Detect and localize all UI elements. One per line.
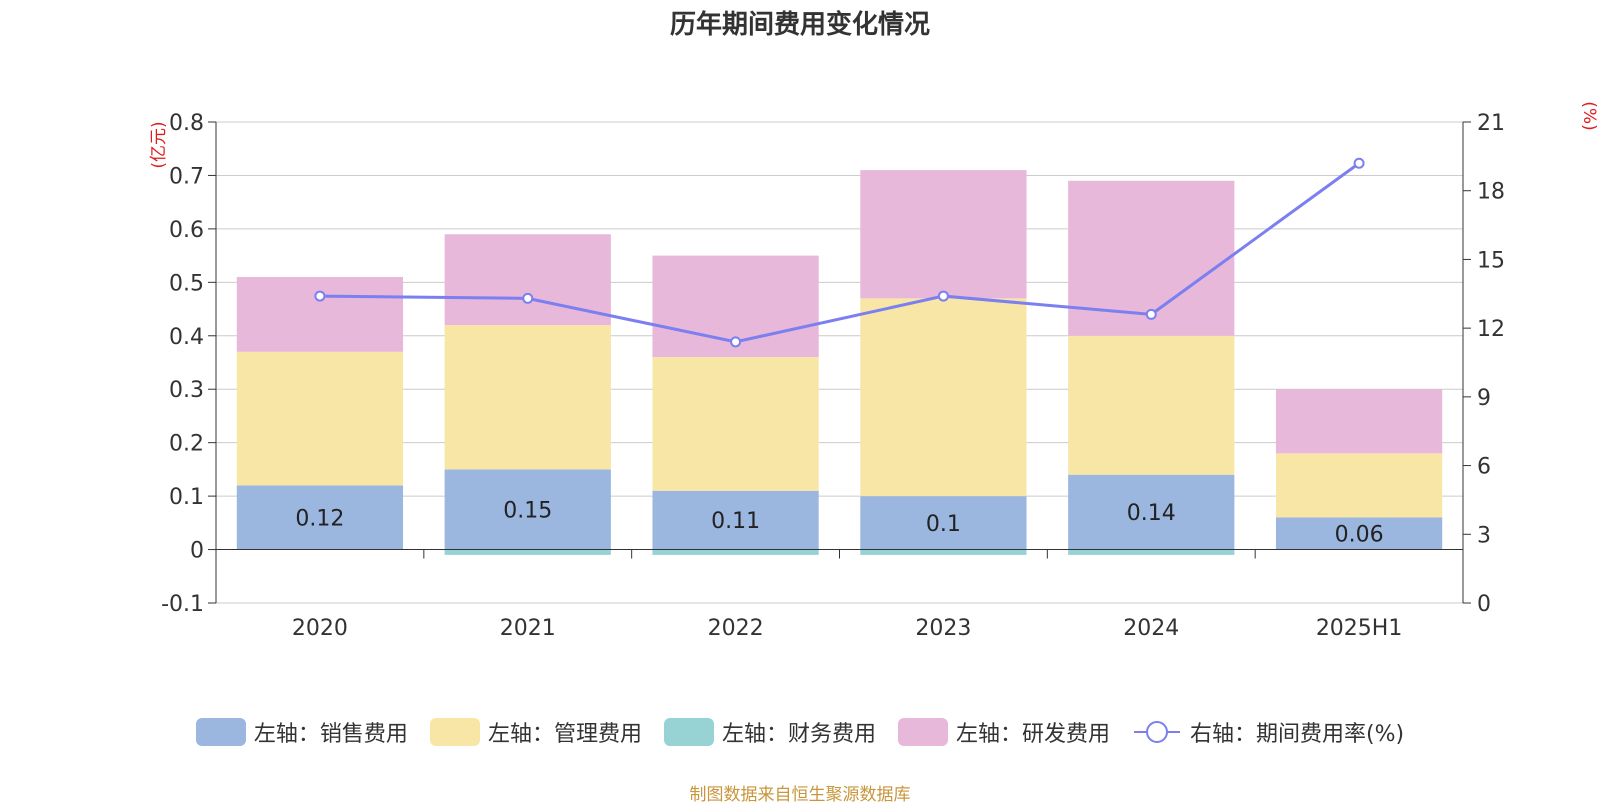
bar-segment	[236, 351, 404, 486]
rate-line-path	[319, 162, 1360, 344]
left-tick-label: 0.4	[169, 325, 204, 350]
category-label: 2021	[500, 616, 556, 641]
rate-line	[314, 157, 1365, 348]
right-axis-unit: (%)	[1579, 101, 1599, 130]
axes: -0.1 0 0.1 0.2 0.3 0.4 0.5 0.6 0.7 0.8 0 3 6 9 12 15 18 2…	[161, 111, 1505, 641]
legend-label: 左轴：销售费用	[253, 722, 408, 747]
category-label: 2024	[1123, 616, 1179, 641]
bar-segment	[1275, 389, 1443, 454]
right-tick-label: 18	[1477, 180, 1505, 205]
left-tick-label: 0.8	[169, 111, 204, 136]
right-tick-label: 3	[1477, 523, 1491, 548]
left-tick-label: 0.3	[169, 378, 204, 403]
bar-segment	[236, 276, 404, 352]
rate-point	[937, 290, 949, 302]
bars	[236, 170, 1443, 555]
category-label: 2022	[708, 616, 764, 641]
bar-segment	[236, 485, 404, 550]
bar-segment	[860, 496, 1027, 550]
bar-segment	[860, 298, 1027, 497]
bar-value-label: 0.11	[711, 509, 760, 534]
legend-label: 右轴：期间费用率(%)	[1189, 722, 1405, 747]
bar-segment	[652, 357, 819, 491]
right-tick-label: 6	[1477, 455, 1491, 480]
left-tick-label: 0.6	[169, 218, 204, 243]
legend-item[interactable]: 左轴：财务费用	[663, 716, 876, 748]
legend-line-marker-icon	[1133, 721, 1180, 743]
legend-label: 左轴：财务费用	[721, 722, 876, 747]
chart-title: 历年期间费用变化情况	[669, 10, 930, 40]
category-label: 2020	[292, 616, 348, 641]
legend-swatch	[195, 718, 246, 746]
chart-plot: -0.1 0 0.1 0.2 0.3 0.4 0.5 0.6 0.7 0.8 0 3 6 9 12 15 18 2…	[149, 101, 1599, 641]
rate-point	[314, 290, 326, 302]
legend-item[interactable]: 右轴：期间费用率(%)	[1132, 716, 1404, 748]
bar-segment	[1068, 549, 1235, 555]
legend-swatch	[897, 718, 948, 746]
left-tick-label: 0.5	[169, 271, 204, 296]
bar-segment	[860, 170, 1027, 299]
right-tick-label: 12	[1477, 317, 1505, 342]
legend-label: 左轴：管理费用	[487, 722, 642, 747]
category-label: 2023	[915, 616, 971, 641]
bar-value-label: 0.15	[503, 498, 552, 523]
rate-point	[1145, 308, 1157, 320]
right-tick-label: 0	[1477, 592, 1491, 617]
left-tick-label: 0	[190, 539, 204, 564]
rate-point	[522, 292, 534, 304]
bar-segment	[1275, 517, 1443, 550]
left-tick-label: 0.7	[169, 164, 204, 189]
left-tick-label: 0.2	[169, 432, 204, 457]
bar-value-label: 0.14	[1127, 501, 1176, 526]
rate-point	[1353, 157, 1365, 169]
legend-swatch	[429, 718, 480, 746]
right-tick-label: 9	[1477, 386, 1491, 411]
bar-segment	[444, 325, 611, 470]
legend-item[interactable]: 左轴：研发费用	[897, 716, 1110, 748]
bar-segment	[652, 490, 819, 550]
bar-value-label: 0.06	[1335, 523, 1384, 548]
legend: 左轴：销售费用 左轴：管理费用 左轴：财务费用 左轴：研发费用 右轴：期间费用率(%)	[0, 712, 1600, 752]
bar-segment	[444, 469, 611, 550]
right-tick-label: 21	[1477, 111, 1505, 136]
legend-item[interactable]: 左轴：销售费用	[195, 716, 408, 748]
bar-segment	[1068, 474, 1235, 550]
bar-segment	[444, 549, 611, 555]
bar-value-label: 0.12	[295, 506, 344, 531]
left-axis-unit: (亿元)	[149, 121, 169, 168]
legend-swatch	[663, 718, 714, 746]
left-tick-label: -0.1	[161, 592, 204, 617]
data-labels: 0.12 0.15 0.11 0.1 0.14 0.06	[295, 498, 1383, 547]
rate-point	[730, 336, 742, 348]
legend-item[interactable]: 左轴：管理费用	[429, 716, 642, 748]
bar-value-label: 0.1	[926, 512, 961, 537]
category-label: 2025H1	[1316, 616, 1403, 641]
legend-label: 左轴：研发费用	[955, 722, 1110, 747]
data-source-note: 制图数据来自恒生聚源数据库	[689, 785, 911, 805]
left-tick-label: 0.1	[169, 485, 204, 510]
bar-segment	[1068, 335, 1235, 475]
grid-lines	[216, 121, 1463, 604]
bar-segment	[652, 549, 819, 555]
bar-segment	[860, 549, 1027, 555]
right-tick-label: 15	[1477, 248, 1505, 273]
bar-segment	[1275, 453, 1443, 518]
